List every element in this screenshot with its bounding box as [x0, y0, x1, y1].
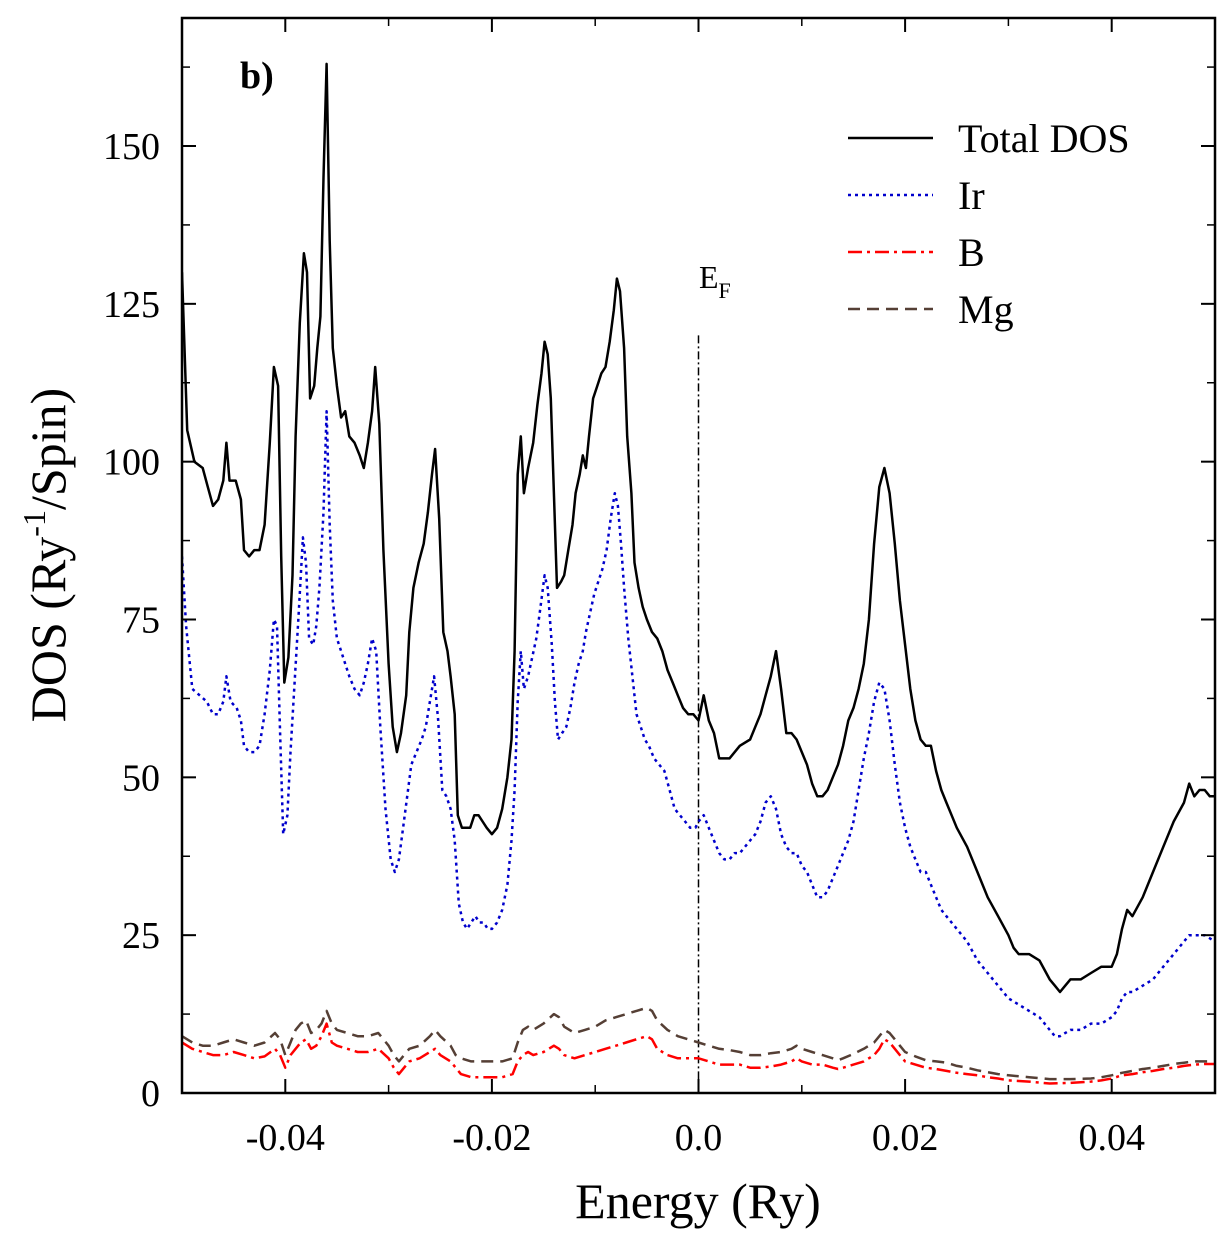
- plot-area: [182, 62, 1215, 1093]
- series-line-mg: [182, 1006, 1215, 1081]
- y-tick-label: 50: [122, 757, 160, 799]
- legend-label: Total DOS: [958, 116, 1130, 161]
- y-tick-label: 100: [103, 442, 160, 484]
- y-tick-label: 75: [122, 600, 160, 642]
- x-tick-label: 0.04: [1078, 1117, 1145, 1159]
- y-title-part-2: /Spin): [20, 388, 76, 510]
- fermi-label-main: E: [699, 259, 719, 295]
- legend-label: Ir: [958, 173, 985, 218]
- x-tick-label: -0.04: [246, 1117, 325, 1159]
- fermi-label-sub: F: [719, 278, 731, 303]
- series-line-b: [182, 1022, 1215, 1085]
- legend-label: B: [958, 230, 985, 275]
- y-tick-label: 0: [141, 1073, 160, 1115]
- x-tick-label: 0.0: [675, 1117, 723, 1159]
- y-tick-label: 25: [122, 915, 160, 957]
- series-line-total-dos: [182, 62, 1215, 994]
- x-tick-label: 0.02: [872, 1117, 939, 1159]
- axis-ticks: [181, 18, 1216, 1094]
- y-title-part-1: DOS (Ry: [20, 537, 76, 723]
- x-axis-title: Energy (Ry): [575, 1173, 821, 1229]
- y-title-superscript: -1: [16, 510, 52, 537]
- axis-labels: -0.04 -0.02 0.0 0.02 0.04 0 25 50 75 100 125 150: [103, 126, 1145, 1159]
- legend: Total DOS Ir B Mg: [848, 116, 1130, 332]
- y-axis-title: DOS (Ry-1/Spin): [16, 388, 76, 722]
- panel-label: b): [240, 55, 274, 97]
- fermi-level-label: EF: [699, 259, 731, 303]
- series-line-ir: [182, 409, 1215, 1038]
- y-tick-label: 125: [103, 284, 160, 326]
- y-tick-label: 150: [103, 126, 160, 168]
- x-tick-label: -0.02: [452, 1117, 531, 1159]
- legend-label: Mg: [958, 287, 1014, 332]
